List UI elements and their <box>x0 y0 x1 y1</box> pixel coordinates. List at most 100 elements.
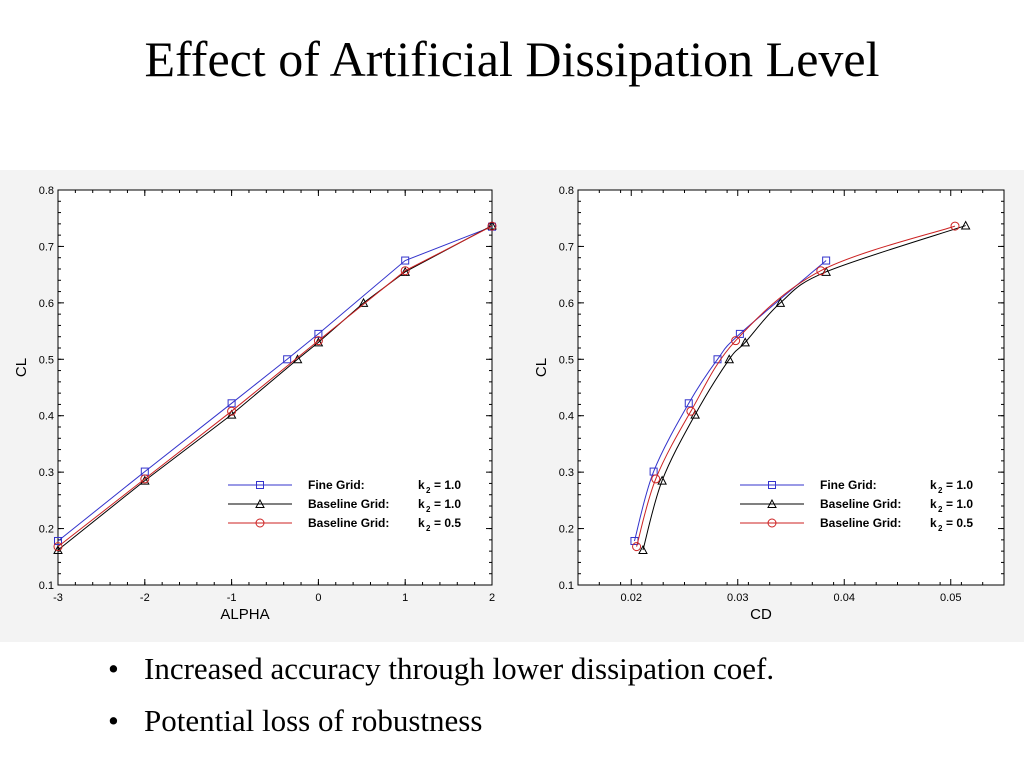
triangle-marker <box>775 297 786 307</box>
legend-k-subscript: 2 <box>938 505 943 514</box>
legend-series-name: Fine Grid: <box>820 478 877 492</box>
plot-area <box>578 190 1004 585</box>
x-tick-label: 0.03 <box>727 592 748 604</box>
square-marker <box>768 481 776 489</box>
square-marker <box>283 355 292 364</box>
triangle-marker <box>487 220 497 230</box>
x-tick-label: 0.05 <box>940 592 961 604</box>
legend-k-value: = 1.0 <box>434 497 461 511</box>
plot-area <box>58 190 492 585</box>
series-group <box>53 221 497 552</box>
square-marker <box>684 399 693 408</box>
legend-series-name: Fine Grid: <box>308 478 365 492</box>
square-marker <box>735 329 744 338</box>
square-marker <box>54 536 62 545</box>
cl-vs-alpha-chart: -3 -2 -1 0 1 2 0.1 0.2 0.3 0.4 0.5 0.6 0.7 0.8 ALPHA CL… <box>13 185 497 623</box>
circle-marker <box>767 518 777 528</box>
bullet-list: • Increased accuracy through lower dissi… <box>108 643 774 747</box>
y-tick-label: 0.2 <box>559 524 574 536</box>
legend-entry: Baseline Grid: k 2 = 0.5 <box>740 516 973 533</box>
legend-entry: Baseline Grid: k 2 = 0.5 <box>228 516 461 533</box>
legend-k-subscript: 2 <box>938 524 943 533</box>
circle-marker <box>816 266 826 276</box>
slide-title: Effect of Artificial Dissipation Level <box>144 31 880 87</box>
legend-entry: Fine Grid: k 2 = 1.0 <box>740 478 973 495</box>
legend-entry: Baseline Grid: k 2 = 1.0 <box>740 497 973 514</box>
series-line <box>642 225 966 551</box>
x-tick-label: 2 <box>489 592 495 604</box>
legend-k-subscript: 2 <box>426 505 431 514</box>
x-tick-label: -3 <box>53 592 63 604</box>
circle-marker <box>487 221 497 231</box>
square-marker <box>822 256 831 265</box>
circle-marker <box>686 406 696 416</box>
legend-series-name: Baseline Grid: <box>820 516 901 530</box>
legend-series-name: Baseline Grid: <box>820 497 901 511</box>
y-tick-label: 0.1 <box>39 580 54 592</box>
x-axis-title: CD <box>750 606 772 623</box>
cl-vs-cd-chart: 0.02 0.03 0.04 0.05 0.1 0.2 0.3 0.4 0.5 0.6 0.7 0.8… <box>533 185 1005 623</box>
triangle-marker <box>657 475 667 485</box>
y-tick-label: 0.3 <box>39 467 54 479</box>
circle-marker <box>632 542 642 552</box>
circle-marker <box>313 336 323 346</box>
series-group <box>632 221 960 552</box>
legend-entry: Fine Grid: k 2 = 1.0 <box>228 478 461 495</box>
circle-marker <box>53 542 63 552</box>
y-axis-title: CL <box>13 358 30 377</box>
legend-entry: Baseline Grid: k 2 = 1.0 <box>228 497 461 514</box>
triangle-marker <box>740 337 751 347</box>
bullet-item: • Increased accuracy through lower dissi… <box>108 643 774 695</box>
series-line <box>57 225 493 551</box>
y-tick-label: 0.5 <box>39 354 54 366</box>
legend-k-value: = 1.0 <box>946 497 973 511</box>
plot-frame <box>57 189 493 586</box>
circle-marker <box>255 518 265 528</box>
series-line <box>636 225 956 547</box>
bullet-item: • Potential loss of robustness <box>108 695 774 747</box>
legend-k-subscript: 2 <box>426 524 431 533</box>
series-line <box>57 225 493 548</box>
bullet-text: Increased accuracy through lower dissipa… <box>144 651 775 686</box>
bullet-marker: • <box>108 703 119 738</box>
x-tick-label: 0.02 <box>621 592 642 604</box>
triangle-marker <box>821 266 831 276</box>
triangle-marker <box>255 498 265 508</box>
y-axis-title: CL <box>533 358 550 377</box>
y-tick-label: 0.4 <box>39 411 54 423</box>
circle-marker <box>140 474 150 484</box>
y-tick-label: 0.6 <box>559 298 574 310</box>
legend-k-value: = 0.5 <box>434 516 461 530</box>
series-line <box>57 226 493 542</box>
y-tick-label: 0.1 <box>559 580 574 592</box>
triangle-marker <box>960 220 971 230</box>
x-tick-label: 1 <box>402 592 408 604</box>
legend-k-label: k <box>418 478 425 492</box>
x-tick-label: 0.04 <box>834 592 855 604</box>
y-tick-label: 0.7 <box>39 241 54 253</box>
legend-k-value: = 1.0 <box>434 478 461 492</box>
legend-k-label: k <box>418 516 425 530</box>
circle-marker <box>731 336 741 346</box>
circle-marker <box>651 474 661 484</box>
bullet-marker: • <box>108 651 119 686</box>
bullet-text: Potential loss of robustness <box>144 703 483 738</box>
square-marker <box>256 481 264 489</box>
legend-k-subscript: 2 <box>426 486 431 495</box>
triangle-marker <box>767 498 777 508</box>
legend-k-value: = 0.5 <box>946 516 973 530</box>
legend-k-label: k <box>930 497 937 511</box>
y-tick-label: 0.6 <box>39 298 54 310</box>
x-axis-title: ALPHA <box>220 606 269 623</box>
legend-k-label: k <box>930 516 937 530</box>
circle-marker <box>950 221 960 231</box>
circle-marker <box>227 406 237 416</box>
legend-k-value: = 1.0 <box>946 478 973 492</box>
y-tick-label: 0.4 <box>559 411 574 423</box>
series-group <box>638 220 971 555</box>
y-tick-label: 0.8 <box>39 185 54 197</box>
y-tick-label: 0.3 <box>559 467 574 479</box>
x-tick-label: -2 <box>140 592 150 604</box>
circle-marker <box>400 266 410 276</box>
triangle-marker <box>724 354 735 364</box>
